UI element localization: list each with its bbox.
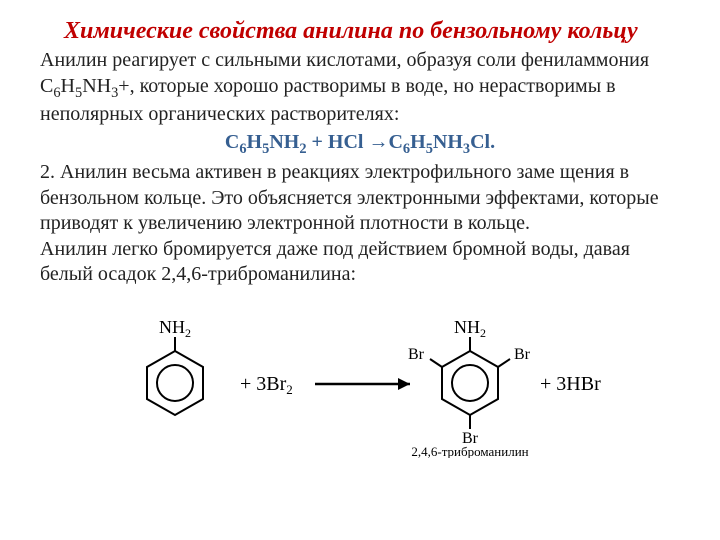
plus-3hbr: + 3HBr xyxy=(540,373,601,395)
plus1-text: + 3Br xyxy=(240,373,287,395)
tribromoaniline-molecule: NH2 Br Br Br xyxy=(408,317,531,447)
nh2-label-left: NH2 xyxy=(159,317,191,340)
paragraph-1: Анилин реагирует с сильными кислотами, о… xyxy=(40,48,680,128)
nh2-sub-right: 2 xyxy=(480,326,486,340)
scheme-svg: NH2 + 3Br2 NH2 xyxy=(100,298,620,458)
p1-text-b: H xyxy=(61,75,75,97)
nh2-sub-left: 2 xyxy=(185,326,191,340)
paragraph-3: Анилин легко бромируется даже под действ… xyxy=(40,237,680,288)
benzene-hexagon-right xyxy=(442,351,498,415)
eq-s1: 6 xyxy=(239,141,246,157)
eq-a: C xyxy=(225,131,239,153)
p1-sub-1: 6 xyxy=(53,85,60,101)
eq-b: H xyxy=(247,131,263,153)
reaction-arrow xyxy=(315,378,410,390)
plus1-sub: 2 xyxy=(286,382,293,397)
eq-s5: 5 xyxy=(426,141,433,157)
br2-bond xyxy=(498,359,510,367)
body-text: Анилин реагирует с сильными кислотами, о… xyxy=(40,48,680,288)
eq-e: H xyxy=(410,131,426,153)
slide: Химические свойства анилина по бензольно… xyxy=(0,0,720,540)
eq-g: Cl. xyxy=(470,131,495,153)
aromatic-circle-left xyxy=(157,365,193,401)
aniline-molecule: NH2 xyxy=(147,317,203,415)
br6-label: Br xyxy=(408,346,425,363)
nh2-text-right: NH xyxy=(454,317,480,337)
eq-s6: 3 xyxy=(463,141,470,157)
eq-f: NH xyxy=(433,131,463,153)
equation: C6H5NH2 + HCl →C6H5NH3Cl. xyxy=(40,130,680,158)
nh2-text-left: NH xyxy=(159,317,185,337)
reaction-scheme: NH2 + 3Br2 NH2 xyxy=(40,298,680,463)
p1-text-d: +, которые хорошо растворимы в воде, но … xyxy=(40,75,616,125)
eq-s3: 2 xyxy=(299,141,306,157)
br6-bond xyxy=(430,359,442,367)
eq-c: NH xyxy=(269,131,299,153)
aromatic-circle-right xyxy=(452,365,488,401)
benzene-hexagon-left xyxy=(147,351,203,415)
product-name: 2,4,6-триброманилин xyxy=(411,444,528,458)
slide-title: Химические свойства анилина по бензольно… xyxy=(40,16,680,46)
br2-label: Br xyxy=(514,346,531,363)
reagent-plus-3br2: + 3Br2 xyxy=(240,373,293,397)
p1-text-c: NH xyxy=(82,75,111,97)
paragraph-2: 2. Анилин весьма активен в реакциях элек… xyxy=(40,160,680,237)
nh2-label-right: NH2 xyxy=(454,317,486,340)
eq-d: + HCl →C xyxy=(307,131,403,153)
